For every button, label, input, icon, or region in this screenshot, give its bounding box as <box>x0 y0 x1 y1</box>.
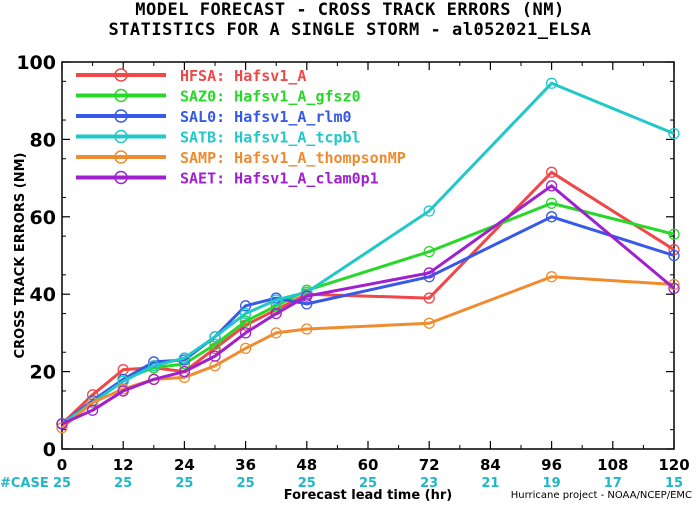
data-point <box>545 211 558 223</box>
case-count: 21 <box>481 476 499 491</box>
data-point <box>209 338 221 351</box>
data-point <box>668 282 680 295</box>
data-point <box>239 300 252 312</box>
legend-entry-1: SAZ0: Hafsv1_A_gfsz0 <box>180 88 361 106</box>
data-point <box>301 290 313 302</box>
data-point <box>56 418 68 430</box>
data-point <box>545 77 558 89</box>
data-point <box>545 197 558 209</box>
x-tick-label: 72 <box>419 456 440 474</box>
data-point <box>239 342 252 355</box>
data-point <box>423 205 435 217</box>
case-row-label: #CASE <box>0 476 49 491</box>
data-point <box>301 298 313 310</box>
case-count: 25 <box>359 476 377 491</box>
legend-marker <box>114 109 128 123</box>
data-point <box>423 267 435 279</box>
data-point <box>545 271 558 283</box>
case-count: 15 <box>665 476 683 491</box>
y-tick-label: 20 <box>30 362 56 384</box>
data-point <box>545 180 558 192</box>
series-line-3 <box>61 81 675 426</box>
case-count: 17 <box>604 476 622 491</box>
legend-entry-0: HFSA: Hafsv1_A <box>180 67 306 85</box>
legend-marker <box>114 88 128 103</box>
legend-entry-2: SAL0: Hafsv1_A_rlm0 <box>180 108 352 126</box>
case-count: 25 <box>237 476 255 491</box>
x-tick-label: 60 <box>358 456 379 474</box>
chart-subtitle: STATISTICS FOR A SINGLE STORM - al052021… <box>108 20 592 40</box>
series-line-4 <box>61 275 675 429</box>
data-point <box>423 317 435 329</box>
legend-entry-4: SAMP: Hafsv1_A_thompsonMP <box>180 149 406 167</box>
case-count: 25 <box>298 476 316 491</box>
x-tick-label: 84 <box>480 456 501 474</box>
y-tick-label: 100 <box>16 52 56 74</box>
data-point <box>178 365 191 378</box>
case-count: 25 <box>175 476 193 491</box>
data-point <box>178 352 191 364</box>
x-tick-label: 48 <box>296 456 317 474</box>
case-count: 25 <box>114 476 132 491</box>
data-point <box>270 294 282 306</box>
case-count: 25 <box>53 476 71 491</box>
legend-marker <box>114 68 128 82</box>
chart-title: MODEL FORECAST - CROSS TRACK ERRORS (NM) <box>135 0 565 20</box>
legend-marker <box>114 150 128 164</box>
case-count: 19 <box>543 476 561 491</box>
data-point <box>423 292 435 304</box>
data-point <box>209 331 221 343</box>
legend-marker <box>114 170 128 185</box>
y-tick-label: 40 <box>30 284 56 306</box>
data-point <box>148 373 160 385</box>
y-tick-label: 60 <box>30 207 56 229</box>
plot-frame <box>61 61 675 450</box>
x-tick-label: 36 <box>235 456 256 474</box>
data-point <box>148 360 160 372</box>
x-tick-label: 120 <box>658 456 689 474</box>
x-axis-label: Forecast lead time (hr) <box>284 488 452 503</box>
data-point <box>301 323 313 335</box>
data-point <box>668 249 680 262</box>
y-tick-label: 80 <box>30 129 56 151</box>
series-line-2 <box>61 215 675 426</box>
data-point <box>668 228 680 240</box>
data-point <box>86 404 99 416</box>
data-point <box>117 385 129 397</box>
data-point <box>545 166 558 178</box>
data-point <box>239 315 252 327</box>
x-tick-label: 96 <box>541 456 562 474</box>
series-line-5 <box>61 184 675 426</box>
data-point <box>270 307 282 320</box>
data-point <box>270 327 282 339</box>
x-tick-label: 12 <box>113 456 134 474</box>
data-point <box>209 350 221 362</box>
data-point <box>239 327 252 339</box>
data-point <box>423 245 435 258</box>
credit-text: Hurricane project - NOAA/NCEP/EMC <box>510 490 692 501</box>
x-tick-label: 24 <box>174 456 195 474</box>
case-count: 23 <box>420 476 438 491</box>
data-point <box>86 396 99 409</box>
y-axis-label: CROSS TRACK ERRORS (NM) <box>13 153 28 359</box>
data-point <box>239 307 252 320</box>
data-point <box>668 127 680 140</box>
legend-entry-3: SATB: Hafsv1_A_tcpbl <box>180 129 361 147</box>
series-line-1 <box>61 201 675 426</box>
legend-entry-5: SAET: Hafsv1_A_clam0p1 <box>180 170 379 188</box>
x-tick-label: 108 <box>597 456 628 474</box>
x-tick-label: 0 <box>57 456 67 474</box>
y-tick-label: 0 <box>43 439 56 461</box>
series-line-0 <box>60 170 675 425</box>
legend-marker <box>114 129 128 144</box>
